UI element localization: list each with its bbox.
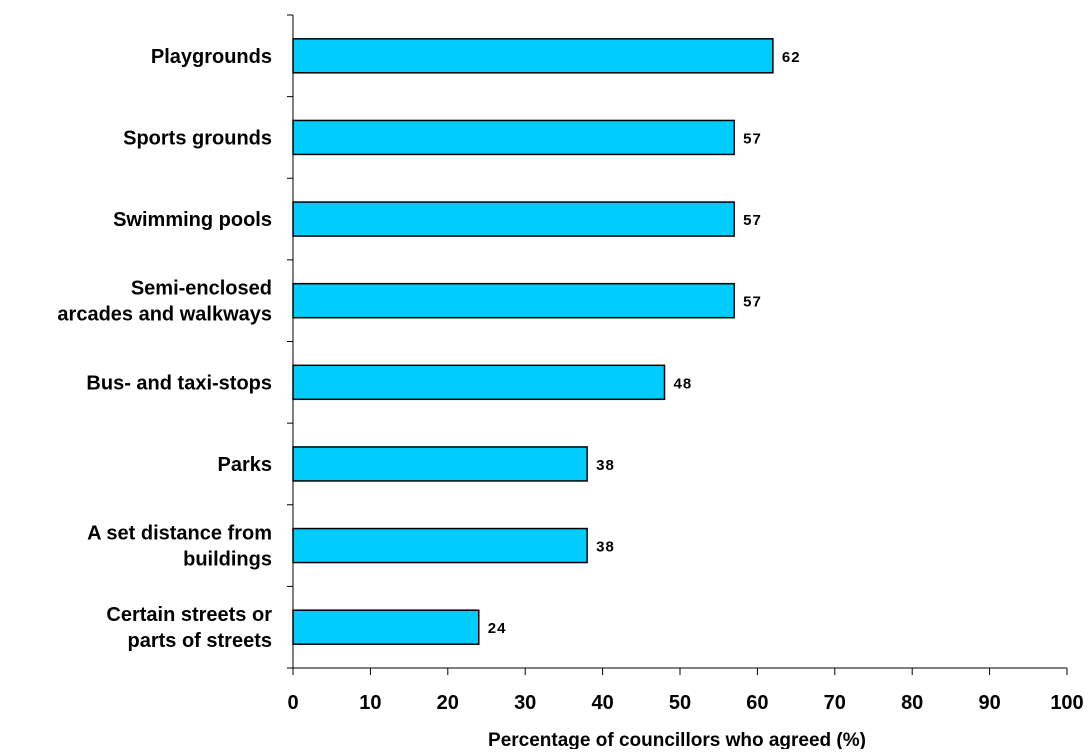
category-label-line: parts of streets xyxy=(128,630,273,652)
category-label-line: Swimming pools xyxy=(113,209,272,231)
data-label: 57 xyxy=(743,294,762,311)
x-tick-label: 90 xyxy=(978,692,1000,714)
x-tick-label: 10 xyxy=(359,692,381,714)
category-label-line: Semi-enclosed xyxy=(131,278,272,300)
x-tick-label: 60 xyxy=(746,692,768,714)
x-tick-label: 50 xyxy=(669,692,691,714)
category-label-line: buildings xyxy=(183,549,272,571)
category-label: Sports grounds xyxy=(123,127,272,149)
bar xyxy=(292,38,774,74)
bars-layer xyxy=(292,38,774,645)
data-label: 48 xyxy=(674,375,693,392)
bar xyxy=(292,364,666,401)
category-label: Parks xyxy=(218,454,273,476)
x-tick-label: 100 xyxy=(1050,692,1083,714)
category-label-line: arcades and walkways xyxy=(57,304,272,326)
category-label: Swimming pools xyxy=(113,209,272,231)
labels-layer: 62 Playgrounds 57 Sports grounds 57 Swimming … xyxy=(57,46,1083,714)
bar xyxy=(292,527,588,564)
category-label-line: Certain streets or xyxy=(106,604,272,626)
category-label: Semi-enclosed arcades and walkways xyxy=(57,278,272,326)
x-tick-label: 70 xyxy=(824,692,846,714)
category-label: Certain streets or parts of streets xyxy=(106,604,272,652)
axes-layer xyxy=(287,14,1068,675)
x-tick-label: 30 xyxy=(514,692,536,714)
data-label: 62 xyxy=(782,49,801,66)
category-label: Playgrounds xyxy=(151,46,272,68)
category-label: Bus- and taxi-stops xyxy=(86,372,272,394)
category-label-line: A set distance from xyxy=(87,523,272,545)
x-tick-label: 0 xyxy=(287,692,298,714)
bar xyxy=(292,201,735,237)
x-tick-label: 20 xyxy=(437,692,459,714)
data-label: 57 xyxy=(743,212,762,229)
category-label: A set distance from buildings xyxy=(87,523,272,571)
data-label: 38 xyxy=(596,457,615,474)
category-label-line: Playgrounds xyxy=(151,46,272,68)
data-label: 38 xyxy=(596,539,615,556)
x-tick-label: 40 xyxy=(591,692,613,714)
category-label-line: Parks xyxy=(218,454,273,476)
bar xyxy=(292,609,480,645)
bar xyxy=(292,282,735,319)
category-label-line: Bus- and taxi-stops xyxy=(86,372,272,394)
bar xyxy=(292,119,735,156)
x-axis-title: Percentage of councillors who agreed (%) xyxy=(488,730,866,749)
x-tick-label: 80 xyxy=(901,692,923,714)
category-label-line: Sports grounds xyxy=(123,127,272,149)
data-label: 57 xyxy=(743,130,762,147)
data-label: 24 xyxy=(488,620,507,637)
bar xyxy=(292,446,588,482)
